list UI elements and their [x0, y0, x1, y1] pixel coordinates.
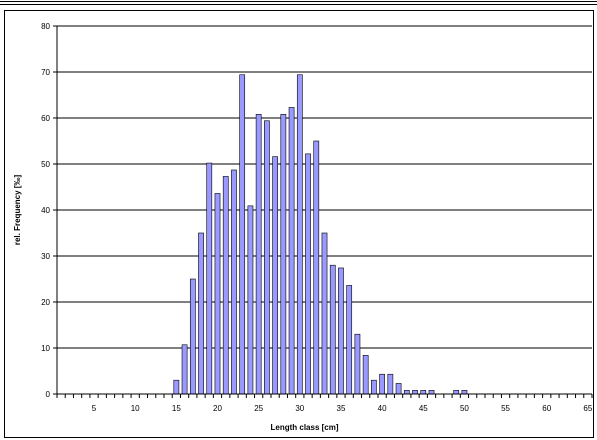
bar-24: [247, 205, 254, 395]
x-tick-label-55: 55: [501, 404, 510, 413]
tick-labels: 0 10 20 30 40 50 60 70 80 5 10 15 20 25 30 35 40 45 50 55 60…: [41, 22, 593, 413]
bar-18: [198, 232, 204, 395]
bars: [173, 74, 468, 395]
y-tick-label-70: 70: [41, 68, 50, 77]
chart-container: 0 10 20 30 40 50 60 70 80 5 10 15 20 25 30 35 40 45 50 55 60…: [4, 10, 594, 438]
y-tick-label-50: 50: [41, 160, 50, 169]
bar-50: [461, 390, 468, 395]
x-tick-label-40: 40: [378, 404, 387, 413]
x-tick-label-5: 5: [92, 404, 97, 413]
bar-23: [239, 74, 246, 395]
y-tick-label-0: 0: [46, 390, 51, 399]
x-axis-title: Length class [cm]: [270, 423, 338, 432]
bar-46: [428, 390, 435, 395]
bar-19: [206, 162, 213, 395]
bar-22: [231, 169, 237, 395]
y-tick-label-80: 80: [41, 22, 50, 31]
y-tick-label-60: 60: [41, 114, 50, 123]
x-tick-label-60: 60: [542, 404, 551, 413]
bar-36: [346, 285, 353, 395]
bar-39: [371, 379, 377, 395]
bar-30: [296, 74, 303, 395]
bar-25: [255, 114, 262, 395]
x-tick-label-20: 20: [213, 404, 222, 413]
bar-49: [453, 390, 460, 395]
bar-15: [173, 379, 180, 395]
axes: [53, 25, 593, 398]
bar-33: [321, 232, 328, 395]
bar-40: [379, 373, 385, 395]
bar-27: [272, 156, 278, 395]
bar-41: [387, 373, 394, 395]
x-tick-label-10: 10: [131, 404, 140, 413]
window-top-border: [0, 0, 597, 6]
bar-26: [264, 120, 270, 395]
bar-38: [362, 355, 369, 395]
bar-45: [420, 390, 427, 395]
y-tick-label-30: 30: [41, 252, 50, 261]
bar-43: [403, 390, 410, 395]
x-tick-label-35: 35: [337, 404, 346, 413]
bar-35: [338, 267, 344, 395]
y-axis-title: rel. Frequency [‰]: [13, 175, 22, 246]
x-tick-label-45: 45: [419, 404, 428, 413]
bar-31: [305, 153, 311, 395]
bar-29: [288, 107, 295, 395]
bar-20: [214, 193, 221, 395]
x-tick-label-25: 25: [254, 404, 263, 413]
y-tick-label-10: 10: [41, 344, 50, 353]
histogram-chart: 0 10 20 30 40 50 60 70 80 5 10 15 20 25 30 35 40 45 50 55 60…: [13, 22, 593, 432]
bar-28: [280, 114, 287, 395]
bar-16: [181, 344, 188, 395]
bar-17: [189, 278, 196, 395]
x-tick-label-50: 50: [460, 404, 469, 413]
x-tick-label-15: 15: [172, 404, 181, 413]
x-tick-label-65: 65: [583, 404, 592, 413]
bar-44: [412, 390, 418, 395]
x-tick-label-30: 30: [295, 404, 304, 413]
bar-32: [313, 140, 320, 395]
bar-42: [395, 383, 402, 395]
bar-37: [354, 333, 361, 395]
y-tick-label-20: 20: [41, 298, 50, 307]
bar-21: [222, 176, 229, 395]
bar-34: [329, 264, 336, 395]
y-tick-label-40: 40: [41, 206, 50, 215]
